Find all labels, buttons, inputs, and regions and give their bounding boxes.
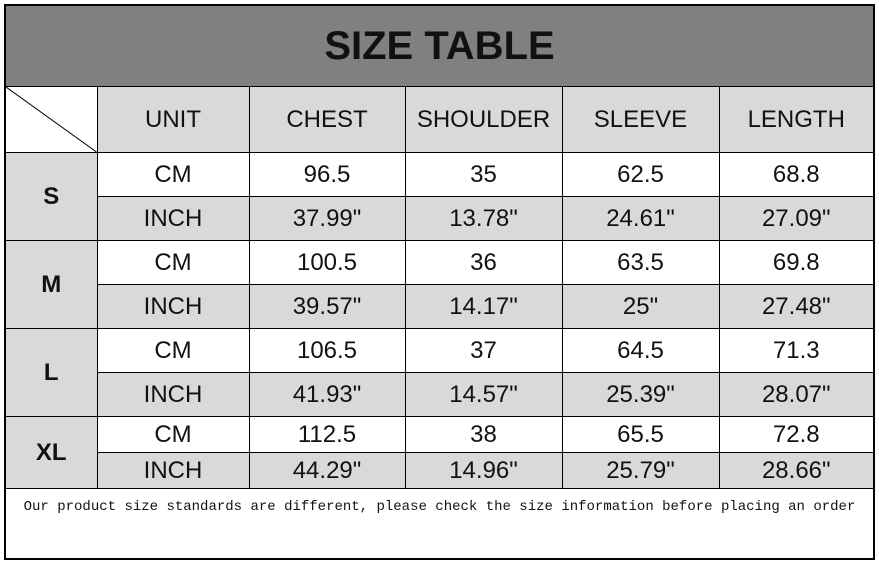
value-cell: 14.57" xyxy=(405,373,562,417)
size-table: SIZE TABLE UNIT CHEST SHOULDER SLEEVE LE… xyxy=(4,4,875,560)
size-note: Our product size standards are different… xyxy=(6,489,873,567)
value-cell: 65.5 xyxy=(562,417,719,453)
value-cell: 28.66" xyxy=(719,453,873,489)
header-shoulder: SHOULDER xyxy=(405,87,562,153)
value-cell: 62.5 xyxy=(562,153,719,197)
size-label: S xyxy=(6,153,97,241)
unit-cell: CM xyxy=(97,329,249,373)
value-cell: 68.8 xyxy=(719,153,873,197)
unit-cell: INCH xyxy=(97,373,249,417)
value-cell: 14.96" xyxy=(405,453,562,489)
value-cell: 112.5 xyxy=(249,417,405,453)
diagonal-corner-cell xyxy=(6,87,97,153)
unit-cell: CM xyxy=(97,417,249,453)
table-title: SIZE TABLE xyxy=(6,6,873,87)
value-cell: 64.5 xyxy=(562,329,719,373)
size-label: XL xyxy=(6,417,97,489)
value-cell: 63.5 xyxy=(562,241,719,285)
value-cell: 25.79" xyxy=(562,453,719,489)
size-label: M xyxy=(6,241,97,329)
value-cell: 27.48" xyxy=(719,285,873,329)
value-cell: 106.5 xyxy=(249,329,405,373)
header-row: UNIT CHEST SHOULDER SLEEVE LENGTH xyxy=(6,87,873,153)
value-cell: 44.29" xyxy=(249,453,405,489)
value-cell: 69.8 xyxy=(719,241,873,285)
unit-cell: INCH xyxy=(97,285,249,329)
value-cell: 37 xyxy=(405,329,562,373)
unit-cell: CM xyxy=(97,153,249,197)
unit-cell: INCH xyxy=(97,453,249,489)
unit-cell: INCH xyxy=(97,197,249,241)
header-length: LENGTH xyxy=(719,87,873,153)
value-cell: 41.93" xyxy=(249,373,405,417)
value-cell: 96.5 xyxy=(249,153,405,197)
value-cell: 72.8 xyxy=(719,417,873,453)
value-cell: 100.5 xyxy=(249,241,405,285)
value-cell: 39.57" xyxy=(249,285,405,329)
value-cell: 38 xyxy=(405,417,562,453)
value-cell: 24.61" xyxy=(562,197,719,241)
header-unit: UNIT xyxy=(97,87,249,153)
value-cell: 37.99" xyxy=(249,197,405,241)
header-sleeve: SLEEVE xyxy=(562,87,719,153)
value-cell: 71.3 xyxy=(719,329,873,373)
unit-cell: CM xyxy=(97,241,249,285)
value-cell: 27.09" xyxy=(719,197,873,241)
value-cell: 13.78" xyxy=(405,197,562,241)
size-label: L xyxy=(6,329,97,417)
value-cell: 28.07" xyxy=(719,373,873,417)
value-cell: 14.17" xyxy=(405,285,562,329)
header-chest: CHEST xyxy=(249,87,405,153)
value-cell: 35 xyxy=(405,153,562,197)
value-cell: 25.39" xyxy=(562,373,719,417)
value-cell: 36 xyxy=(405,241,562,285)
value-cell: 25" xyxy=(562,285,719,329)
